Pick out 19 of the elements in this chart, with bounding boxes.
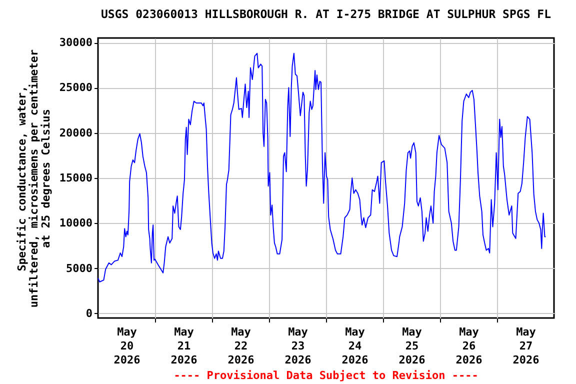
line-series [98, 52, 546, 282]
y-tick-label: 10000 [59, 216, 92, 230]
x-tick-label: May 20 2026 [114, 326, 141, 366]
y-axis-title: Specific conductance, water, unfiltered, microsiemens per centimeter at 25 degrees Celsius [15, 48, 52, 308]
y-tick-label: 30000 [59, 36, 92, 50]
x-tick-label: May 22 2026 [228, 326, 255, 366]
chart-title: USGS 023060013 HILLSBOROUGH R. AT I-275 BRIDGE AT SULPHUR SPGS FL [100, 7, 552, 22]
x-tick-label: May 23 2026 [284, 326, 312, 366]
y-tick-label: 25000 [59, 81, 92, 94]
y-tick-label: 5000 [66, 262, 92, 275]
x-tick-label: May 24 2026 [342, 326, 369, 366]
y-tick-label: 20000 [59, 126, 92, 140]
x-tick-label: May 21 2026 [170, 326, 198, 366]
x-tick-label: May 25 2026 [398, 326, 426, 366]
y-tick-label: 15000 [59, 172, 92, 184]
x-tick-label: May 27 2026 [512, 326, 540, 366]
y-tick-label: 0 [86, 306, 92, 320]
text: ---- Provisional Data Subject to Revision ---- [174, 369, 478, 382]
x-tick-label: May 26 2026 [456, 326, 483, 366]
